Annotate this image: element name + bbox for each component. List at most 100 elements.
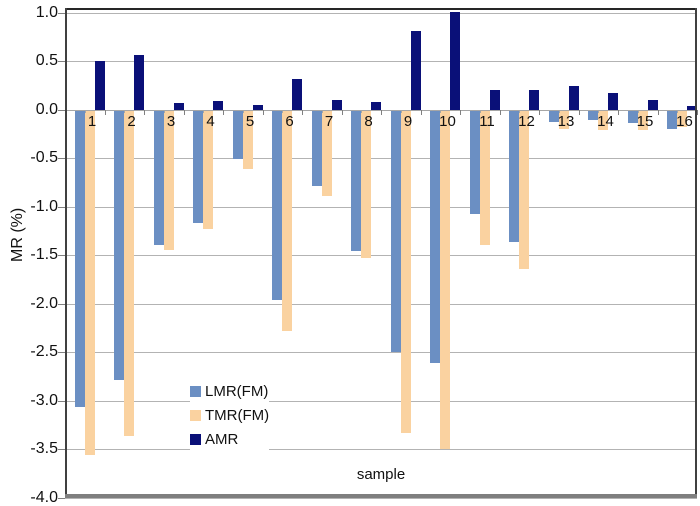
bar-AMR-sample-11 bbox=[489, 90, 500, 110]
y-tick-mark bbox=[58, 498, 65, 499]
category-label: 9 bbox=[403, 113, 413, 130]
category-mid-tick bbox=[242, 110, 244, 113]
bar-LMR(FM)-sample-3 bbox=[153, 110, 164, 245]
category-boundary-tick bbox=[144, 110, 145, 115]
gridline bbox=[65, 400, 697, 402]
category-boundary-tick bbox=[578, 110, 580, 115]
bar-LMR(FM)-sample-12 bbox=[509, 110, 519, 242]
bar-AMR-sample-8 bbox=[371, 102, 381, 110]
y-tick-label: -0.5 bbox=[30, 149, 58, 167]
legend-label: AMR bbox=[205, 430, 239, 448]
category-mid-tick bbox=[479, 110, 481, 113]
y-tick-mark bbox=[58, 109, 65, 111]
y-tick-label: 0.5 bbox=[35, 52, 58, 70]
bar-LMR(FM)-sample-9 bbox=[390, 110, 401, 352]
y-tick-mark bbox=[58, 449, 65, 451]
category-mid-tick bbox=[282, 110, 284, 113]
gridline bbox=[65, 498, 697, 499]
category-label: 7 bbox=[324, 113, 334, 130]
category-boundary-tick bbox=[697, 110, 698, 115]
category-boundary-tick bbox=[420, 110, 422, 115]
category-label: 2 bbox=[127, 113, 136, 130]
gridline bbox=[65, 12, 697, 14]
category-mid-tick bbox=[598, 110, 600, 113]
bar-TMR(FM)-sample-2 bbox=[124, 110, 134, 436]
bar-LMR(FM)-sample-14 bbox=[588, 110, 598, 120]
plot-area: 1 2 3 4 5 6 7 8 9 10 11 12 13 14 15 16 LMR(FM) TMR(FM) AM… bbox=[65, 8, 698, 499]
gridline bbox=[65, 449, 697, 451]
category-boundary-tick bbox=[341, 110, 343, 115]
category-mid-tick bbox=[361, 110, 363, 113]
category-boundary-tick bbox=[302, 110, 303, 115]
category-boundary-tick bbox=[104, 110, 106, 115]
frame-bottom bbox=[65, 494, 697, 498]
bar-AMR-sample-10 bbox=[450, 11, 460, 110]
bar-AMR-sample-15 bbox=[647, 100, 658, 110]
category-boundary-tick bbox=[539, 110, 540, 115]
bar-TMR(FM)-sample-12 bbox=[519, 110, 529, 270]
bar-AMR-sample-1 bbox=[94, 61, 105, 110]
category-boundary-tick bbox=[223, 110, 224, 115]
bar-TMR(FM)-sample-13 bbox=[558, 110, 569, 130]
category-label: 8 bbox=[364, 113, 373, 130]
category-mid-tick bbox=[400, 110, 402, 113]
category-label: 10 bbox=[439, 113, 456, 130]
legend-swatch-icon bbox=[190, 385, 201, 397]
category-mid-tick bbox=[677, 110, 679, 113]
gridline bbox=[65, 158, 697, 160]
bar-TMR(FM)-sample-8 bbox=[361, 110, 371, 259]
bar-TMR(FM)-sample-14 bbox=[598, 110, 608, 131]
y-tick-mark bbox=[58, 303, 65, 305]
category-mid-tick bbox=[84, 110, 86, 113]
category-label: 4 bbox=[206, 113, 215, 130]
category-label: 15 bbox=[636, 113, 654, 130]
bar-LMR(FM)-sample-4 bbox=[193, 110, 203, 224]
category-label: 5 bbox=[245, 113, 255, 130]
bar-TMR(FM)-sample-11 bbox=[479, 110, 490, 245]
category-label: 3 bbox=[166, 113, 176, 130]
y-tick-mark bbox=[58, 255, 65, 257]
y-tick-mark bbox=[58, 400, 65, 402]
bar-AMR-sample-9 bbox=[410, 31, 421, 110]
bar-AMR-sample-5 bbox=[252, 105, 263, 110]
category-mid-tick bbox=[637, 110, 639, 113]
legend: LMR(FM) TMR(FM) AMR bbox=[190, 379, 270, 451]
gridline bbox=[65, 61, 697, 63]
bar-AMR-sample-13 bbox=[568, 85, 579, 110]
bar-LMR(FM)-sample-6 bbox=[272, 110, 282, 301]
bar-LMR(FM)-sample-2 bbox=[114, 110, 124, 380]
bar-AMR-sample-2 bbox=[134, 54, 144, 110]
category-boundary-tick bbox=[460, 110, 461, 115]
bar-LMR(FM)-sample-13 bbox=[548, 110, 559, 122]
bar-TMR(FM)-sample-3 bbox=[163, 110, 174, 250]
category-boundary-tick bbox=[183, 110, 185, 115]
category-label: 16 bbox=[676, 113, 693, 130]
bar-AMR-sample-14 bbox=[608, 93, 618, 110]
category-mid-tick bbox=[519, 110, 521, 113]
bar-LMR(FM)-sample-15 bbox=[627, 110, 638, 124]
legend-item-tmr-fm-: TMR(FM) bbox=[190, 403, 269, 427]
y-tick-label: -1.0 bbox=[30, 197, 58, 215]
bar-LMR(FM)-sample-1 bbox=[74, 110, 85, 407]
category-mid-tick bbox=[203, 110, 205, 113]
y-tick-mark bbox=[58, 206, 65, 208]
category-boundary-tick bbox=[657, 110, 659, 115]
bar-LMR(FM)-sample-5 bbox=[232, 110, 243, 160]
bar-TMR(FM)-sample-1 bbox=[84, 110, 95, 456]
bar-LMR(FM)-sample-7 bbox=[311, 110, 322, 186]
y-tick-mark bbox=[58, 158, 65, 160]
bar-AMR-sample-16 bbox=[687, 106, 697, 110]
bar-TMR(FM)-sample-15 bbox=[637, 110, 648, 131]
y-tick-mark bbox=[58, 61, 65, 63]
category-boundary-tick bbox=[499, 110, 501, 115]
bar-AMR-sample-6 bbox=[292, 78, 302, 110]
bar-TMR(FM)-sample-5 bbox=[242, 110, 253, 170]
y-tick-label: 0.0 bbox=[35, 100, 58, 118]
frame-right bbox=[695, 8, 697, 498]
legend-item-lmr-fm-: LMR(FM) bbox=[190, 379, 269, 403]
category-label: 14 bbox=[597, 113, 614, 130]
y-tick-label: -2.0 bbox=[30, 294, 58, 312]
x-axis-title: sample bbox=[356, 466, 406, 483]
bar-TMR(FM)-sample-9 bbox=[400, 110, 411, 433]
